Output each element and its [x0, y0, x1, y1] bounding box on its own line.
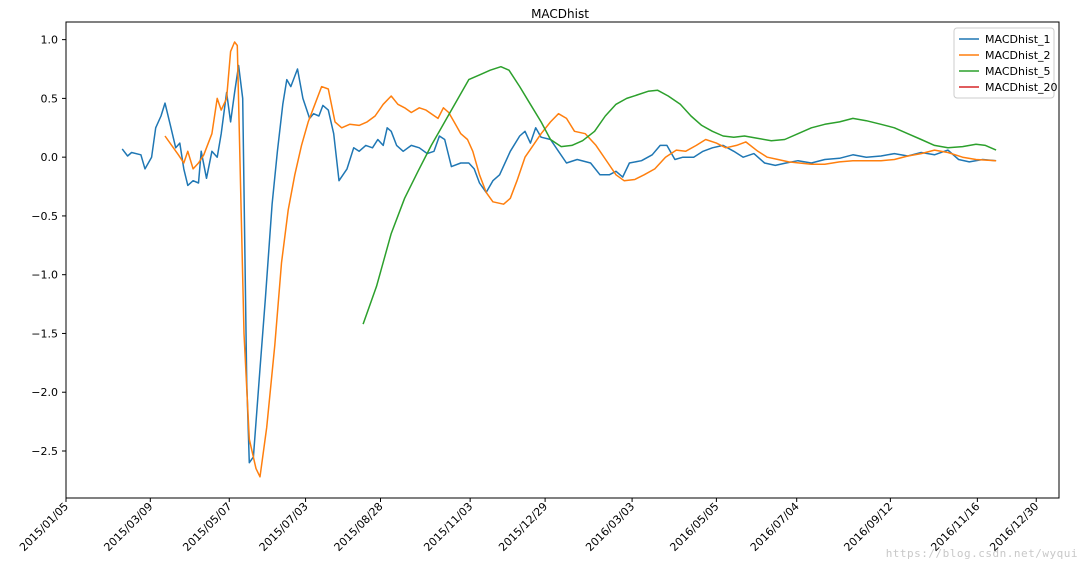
y-axis: 1.0 0.5 0.0 −0.5 −1.0 −1.5 −2.0 −2.5	[31, 34, 66, 458]
chart-title: MACDhist	[531, 7, 589, 21]
legend-entry: MACDhist_20	[985, 81, 1058, 94]
x-tick-label: 2016/09/12	[841, 500, 895, 554]
x-tick-label: 2016/03/03	[583, 500, 637, 554]
legend-entry: MACDhist_1	[985, 33, 1051, 46]
series-line-3	[362, 65, 997, 325]
y-tick-label: −1.0	[31, 269, 58, 282]
x-tick-label: 2015/01/05	[17, 500, 71, 554]
x-tick-label: 2015/11/03	[421, 500, 475, 554]
x-tick-label: 2015/12/29	[496, 500, 550, 554]
y-tick-label: 1.0	[41, 34, 59, 47]
series-line-2	[164, 41, 997, 478]
legend-entry: MACDhist_5	[985, 65, 1051, 78]
y-tick-label: −0.5	[31, 210, 58, 223]
x-axis: 2015/01/05 2015/03/09 2015/05/07 2015/07/03…	[17, 498, 1041, 554]
x-tick-label: 2016/07/04	[748, 500, 802, 554]
watermark-text: https://blog.csdn.net/wyqui	[885, 547, 1078, 560]
y-tick-label: −2.5	[31, 445, 58, 458]
legend-entry: MACDhist_2	[985, 49, 1051, 62]
legend-box	[953, 27, 1055, 99]
x-tick-label: 2015/08/28	[332, 500, 386, 554]
x-tick-label: 2016/05/05	[667, 500, 721, 554]
x-tick-label: 2015/03/09	[101, 500, 155, 554]
y-tick-label: −1.5	[31, 327, 58, 340]
y-tick-label: 0.0	[41, 151, 59, 164]
x-tick-label: 2015/07/03	[257, 500, 311, 554]
series-layer	[121, 41, 997, 478]
x-tick-label: 2016/12/30	[987, 500, 1041, 554]
x-tick-label: 2015/05/07	[180, 500, 234, 554]
legend: MACDhist_1 MACDhist_2 MACDhist_5 MACDhist_2…	[953, 27, 1058, 99]
series-line-1	[121, 64, 997, 464]
x-tick-label: 2016/11/16	[928, 500, 982, 554]
y-tick-label: −2.0	[31, 386, 58, 399]
plot-area-frame	[65, 21, 1060, 499]
y-tick-label: 0.5	[41, 92, 59, 105]
